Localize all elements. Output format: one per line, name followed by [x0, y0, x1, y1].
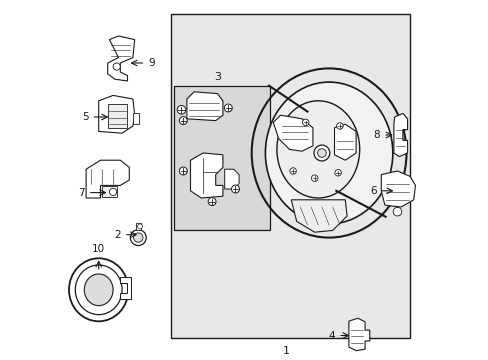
Circle shape	[311, 175, 317, 181]
Circle shape	[231, 185, 239, 193]
Polygon shape	[224, 169, 239, 189]
Circle shape	[317, 149, 325, 157]
Polygon shape	[393, 113, 407, 157]
Text: 6: 6	[369, 186, 376, 196]
Circle shape	[302, 119, 308, 126]
Bar	[170, 14, 409, 338]
Circle shape	[130, 230, 146, 246]
Polygon shape	[86, 160, 129, 198]
Bar	[102, 186, 117, 197]
Circle shape	[109, 188, 117, 195]
Circle shape	[177, 105, 185, 114]
Text: 4: 4	[328, 330, 335, 341]
Polygon shape	[334, 124, 355, 160]
Text: 9: 9	[148, 58, 155, 68]
Polygon shape	[107, 36, 134, 81]
Bar	[136, 223, 141, 230]
Text: 7: 7	[78, 188, 85, 198]
Bar	[107, 104, 127, 128]
Bar	[174, 86, 269, 230]
Circle shape	[137, 224, 142, 229]
Text: 3: 3	[214, 72, 221, 82]
Circle shape	[334, 170, 341, 176]
Ellipse shape	[84, 274, 113, 306]
Ellipse shape	[75, 265, 122, 315]
Bar	[133, 113, 139, 124]
Text: 2: 2	[114, 230, 121, 240]
Polygon shape	[190, 153, 223, 198]
Text: 1: 1	[282, 346, 289, 356]
Circle shape	[289, 168, 296, 174]
Polygon shape	[381, 171, 415, 207]
Circle shape	[224, 104, 232, 112]
Text: 5: 5	[82, 112, 88, 122]
Text: 10: 10	[92, 244, 105, 254]
Circle shape	[179, 167, 187, 175]
Polygon shape	[348, 318, 369, 351]
Ellipse shape	[276, 101, 359, 198]
Polygon shape	[186, 92, 223, 121]
Circle shape	[336, 123, 343, 129]
Polygon shape	[120, 277, 131, 299]
Polygon shape	[291, 200, 346, 232]
Circle shape	[392, 207, 401, 216]
Circle shape	[113, 63, 120, 70]
Ellipse shape	[265, 82, 392, 224]
Polygon shape	[273, 115, 312, 151]
Circle shape	[179, 117, 187, 125]
Ellipse shape	[69, 258, 128, 321]
Circle shape	[313, 145, 329, 161]
Polygon shape	[99, 95, 134, 133]
Text: 8: 8	[373, 130, 380, 140]
Circle shape	[133, 233, 142, 242]
Circle shape	[208, 198, 216, 206]
